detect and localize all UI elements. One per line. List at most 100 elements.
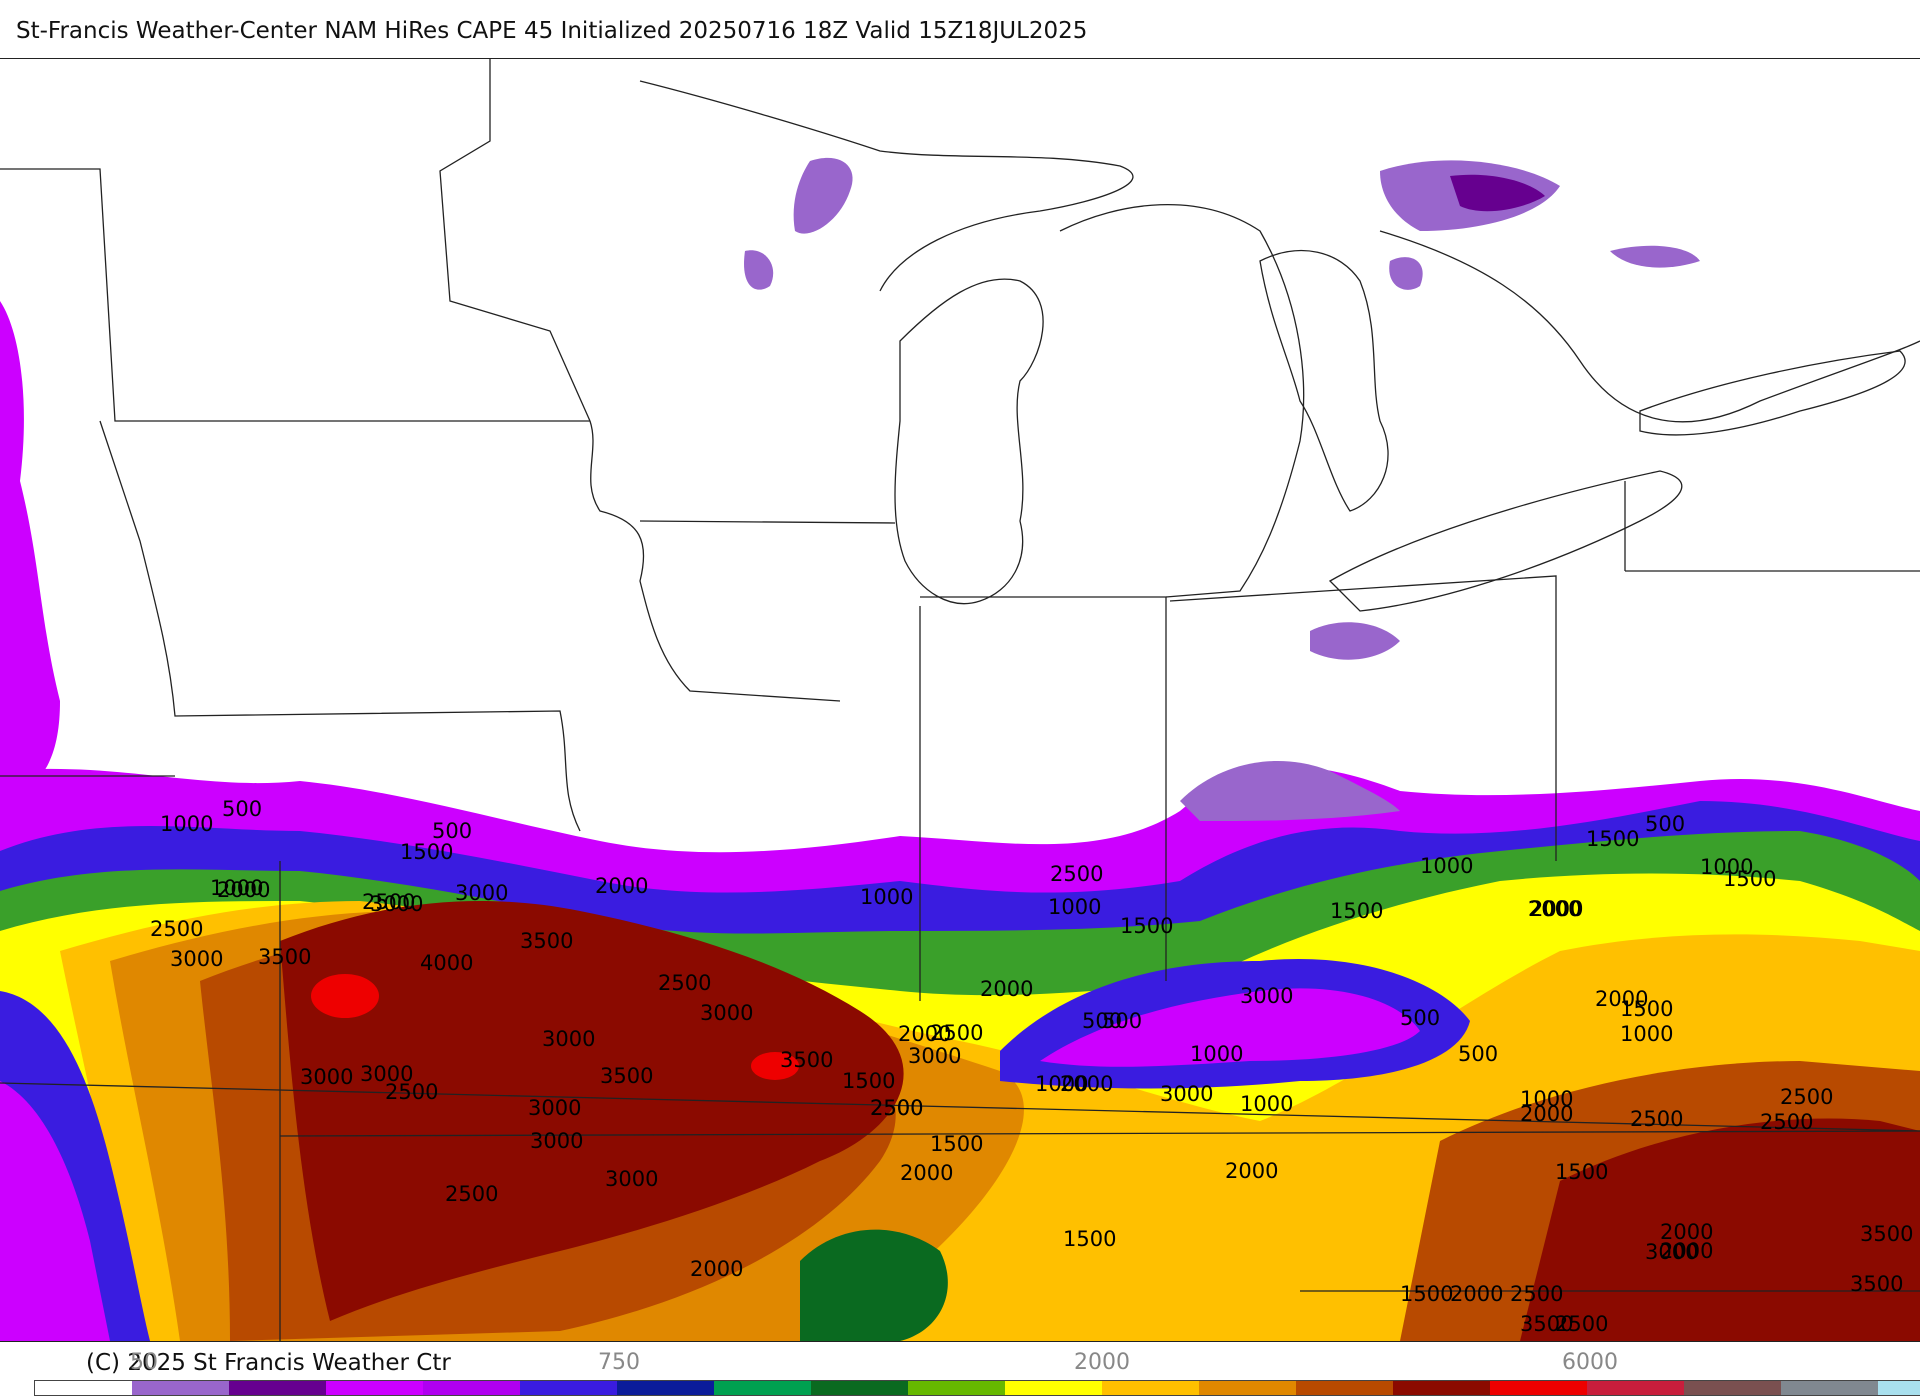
cape-core-east (1520, 1118, 1920, 1341)
ontario-shoreline (1379, 230, 1920, 423)
contour-label: 1000 (1700, 855, 1753, 879)
contour-label: 2000 (690, 1257, 743, 1281)
contour-label: 1000 (1420, 854, 1473, 878)
contour-label: 2000 (1595, 987, 1648, 1011)
cape-field (0, 157, 1920, 1341)
color-swatch (1878, 1381, 1920, 1395)
state-boundary (589, 420, 841, 702)
scale-tick: 6000 (1562, 1350, 1618, 1375)
contour-label: 1500 (930, 1132, 983, 1156)
cape-mid-pocket-core (1040, 988, 1420, 1067)
lake-ontario (1639, 350, 1906, 436)
contour-label: 2500 (362, 890, 415, 914)
contour-label: 1500 (1400, 1282, 1453, 1306)
contour-label: 1500 (1620, 997, 1673, 1021)
state-boundary (0, 168, 590, 422)
contour-label: 1500 (400, 840, 453, 864)
contour-label: 500 (1645, 812, 1685, 836)
state-boundary (1169, 575, 1557, 861)
contour-label: 2500 (1760, 1110, 1813, 1134)
contour-label: 1500 (1120, 914, 1173, 938)
contour-label: 1000 (160, 812, 213, 836)
contour-label: 1000 (1190, 1042, 1243, 1066)
cape-north-patch (744, 250, 774, 290)
contour-label: 2500 (870, 1096, 923, 1120)
contour-label: 2500 (1630, 1107, 1683, 1131)
color-swatch (132, 1381, 229, 1395)
state-boundary (439, 59, 591, 422)
color-swatch (617, 1381, 714, 1395)
contour-label: 2000 (898, 1022, 951, 1046)
boundaries (0, 59, 1920, 1341)
color-swatch (326, 1381, 423, 1395)
contour-label: 2000 (595, 874, 648, 898)
contour-label: 3500 (780, 1048, 833, 1072)
state-boundary (99, 420, 581, 832)
contour-label: 1000 (1035, 1072, 1088, 1096)
contour-label: 2000 (1660, 1220, 1713, 1244)
color-scale-bar (34, 1380, 1920, 1396)
lake-erie (1328, 470, 1683, 612)
contour-label: 3000 (605, 1167, 658, 1191)
contour-label: 2000 (217, 878, 270, 902)
contour-label: 3500 (1520, 1312, 1573, 1336)
state-boundary (0, 1082, 1920, 1132)
lake-superior (639, 80, 1134, 292)
color-swatch (1781, 1381, 1878, 1395)
color-swatch (35, 1381, 132, 1395)
contour-label: 500 (1102, 1009, 1142, 1033)
contour-label: 1500 (1586, 827, 1639, 851)
contour-label: 2500 (870, 1096, 923, 1120)
contour-label: 500 (1400, 1006, 1440, 1030)
color-swatch (1296, 1381, 1393, 1395)
contour-label: 2000 (1450, 1282, 1503, 1306)
contour-label: 1000 (1620, 1022, 1673, 1046)
contour-label: 2000 (900, 1161, 953, 1185)
color-swatch (229, 1381, 326, 1395)
contour-label: 2500 (1780, 1085, 1833, 1109)
color-swatch (1005, 1381, 1102, 1395)
color-swatch (1587, 1381, 1684, 1395)
contour-label: 2500 (1510, 1282, 1563, 1306)
contour-label: 3000 (300, 1065, 353, 1089)
contour-label: 3500 (1860, 1222, 1913, 1246)
contour-label: 1000 (860, 885, 913, 909)
contour-label: 3500 (258, 945, 311, 969)
contour-label: 1500 (1723, 867, 1776, 891)
copyright-text: (C) 2025 St Francis Weather Ctr (86, 1350, 451, 1376)
contour-label: 500 (222, 797, 262, 821)
contour-label: 500 (1082, 1009, 1122, 1033)
contour-label: 2000 (1660, 1239, 1713, 1263)
cape-west-lobe-magenta (0, 1081, 110, 1341)
contour-label: 3000 (530, 1129, 583, 1153)
contour-label: 3000 (1645, 1240, 1698, 1264)
contour-label: 3000 (170, 947, 223, 971)
contour-label: 1500 (1330, 899, 1383, 923)
color-swatch (1393, 1381, 1490, 1395)
contour-label: 1500 (1063, 1227, 1116, 1251)
color-swatch (811, 1381, 908, 1395)
contour-label: 2000 (1520, 1102, 1573, 1126)
color-swatch (423, 1381, 520, 1395)
michigan-lower-peninsula (1059, 203, 1305, 598)
cape-north-patch (1310, 622, 1400, 660)
contour-label: 2000 (1528, 897, 1581, 921)
contour-label: 2500 (1555, 1312, 1608, 1336)
contour-label: 1000 (1240, 1092, 1293, 1116)
scale-tick: 750 (598, 1350, 640, 1375)
contour-label: 1500 (842, 1069, 895, 1093)
cape-max-spot (751, 1052, 799, 1080)
contour-label: 2000 (1528, 897, 1581, 921)
contour-label: 2000 (1060, 1072, 1113, 1096)
cape-band-west (0, 301, 60, 801)
contour-label: 3000 (542, 1027, 595, 1051)
cape-band-4000 (280, 901, 904, 1321)
state-boundary (279, 1130, 1920, 1137)
contour-label: 1000 (1520, 1087, 1573, 1111)
contour-label: 2500 (1050, 862, 1103, 886)
contour-label: 3500 (600, 1064, 653, 1088)
color-swatch (1102, 1381, 1199, 1395)
contour-label: 2500 (385, 1080, 438, 1104)
contour-label: 4000 (420, 951, 473, 975)
